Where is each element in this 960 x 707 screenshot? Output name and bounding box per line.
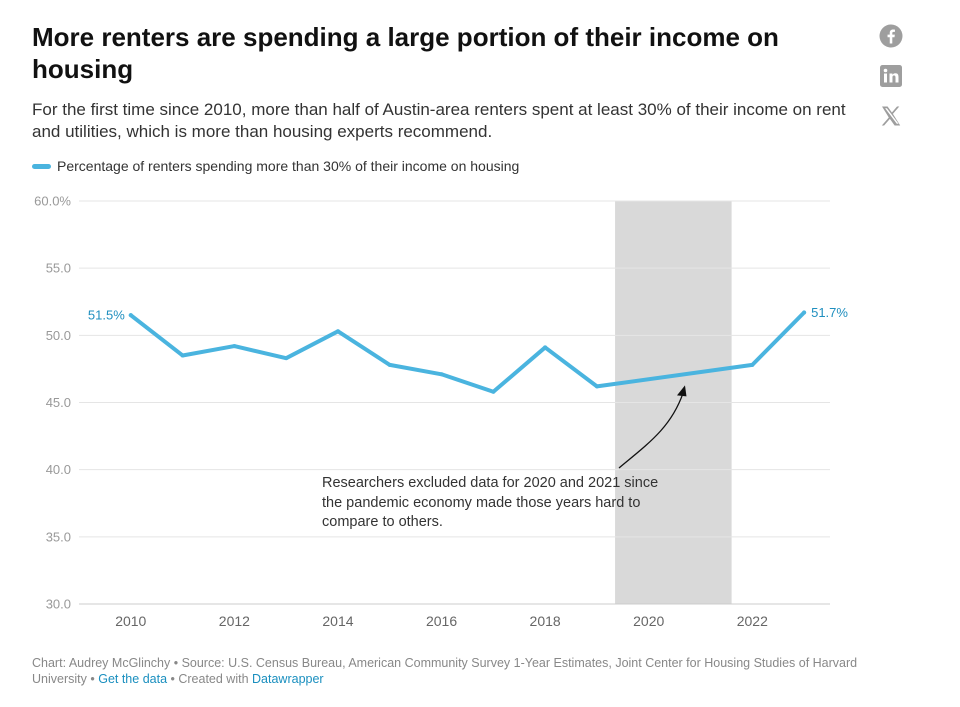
linkedin-share-button[interactable] bbox=[878, 63, 904, 89]
y-tick-label: 45.0 bbox=[46, 395, 71, 410]
data-point bbox=[802, 310, 807, 315]
y-tick-label: 50.0 bbox=[46, 328, 71, 343]
get-the-data-link[interactable]: Get the data bbox=[98, 672, 168, 686]
chart-title: More renters are spending a large portio… bbox=[32, 22, 779, 84]
datawrapper-link[interactable]: Datawrapper bbox=[252, 672, 324, 686]
x-tick-label: 2020 bbox=[633, 613, 664, 629]
x-share-button[interactable] bbox=[878, 103, 904, 129]
data-point bbox=[439, 372, 444, 377]
annotation-text: Researchers excluded data for 2020 and 2… bbox=[322, 475, 659, 530]
y-tick-label: 35.0 bbox=[46, 529, 71, 544]
linkedin-icon bbox=[880, 65, 902, 87]
x-icon bbox=[881, 106, 901, 126]
data-point bbox=[128, 313, 133, 318]
data-point bbox=[284, 356, 289, 361]
y-tick-label: 40.0 bbox=[46, 462, 71, 477]
data-label: 51.5% bbox=[88, 308, 125, 323]
legend: Percentage of renters spending more than… bbox=[32, 158, 519, 174]
data-point bbox=[335, 329, 340, 334]
data-point bbox=[232, 344, 237, 349]
data-point bbox=[543, 345, 548, 350]
x-tick-label: 2012 bbox=[219, 613, 250, 629]
y-tick-label: 30.0 bbox=[46, 597, 71, 612]
legend-label: Percentage of renters spending more than… bbox=[57, 158, 520, 174]
x-tick-label: 2010 bbox=[115, 613, 146, 629]
legend-swatch bbox=[32, 163, 51, 169]
data-point bbox=[594, 384, 599, 389]
y-tick-label: 60.0% bbox=[34, 194, 71, 209]
series-line bbox=[128, 310, 807, 394]
data-point bbox=[750, 362, 755, 367]
facebook-share-button[interactable] bbox=[878, 23, 904, 49]
x-tick-label: 2014 bbox=[322, 613, 353, 629]
data-point bbox=[491, 389, 496, 394]
data-label: 51.7% bbox=[811, 305, 848, 320]
chart-footer: Chart: Audrey McGlinchy • Source: U.S. C… bbox=[32, 655, 912, 687]
annotation-arrowhead bbox=[676, 385, 687, 397]
data-point bbox=[387, 362, 392, 367]
footer-created-with: • Created with bbox=[170, 672, 249, 686]
y-tick-label: 55.0 bbox=[46, 261, 71, 276]
line-chart: 30.0 35.0 40.0 45.0 50.0 55.0 60.0% 2010 2012 20… bbox=[34, 194, 848, 630]
x-tick-label: 2022 bbox=[737, 613, 768, 629]
facebook-icon bbox=[879, 24, 903, 48]
footer-credit: Chart: Audrey McGlinchy • Source: U.S. C… bbox=[32, 656, 858, 686]
x-tick-label: 2018 bbox=[530, 613, 561, 629]
x-tick-label: 2016 bbox=[426, 613, 457, 629]
chart-subtitle: For the first time since 2010, more than… bbox=[32, 100, 846, 141]
data-point bbox=[180, 353, 185, 358]
annotation-arrow bbox=[618, 393, 684, 469]
